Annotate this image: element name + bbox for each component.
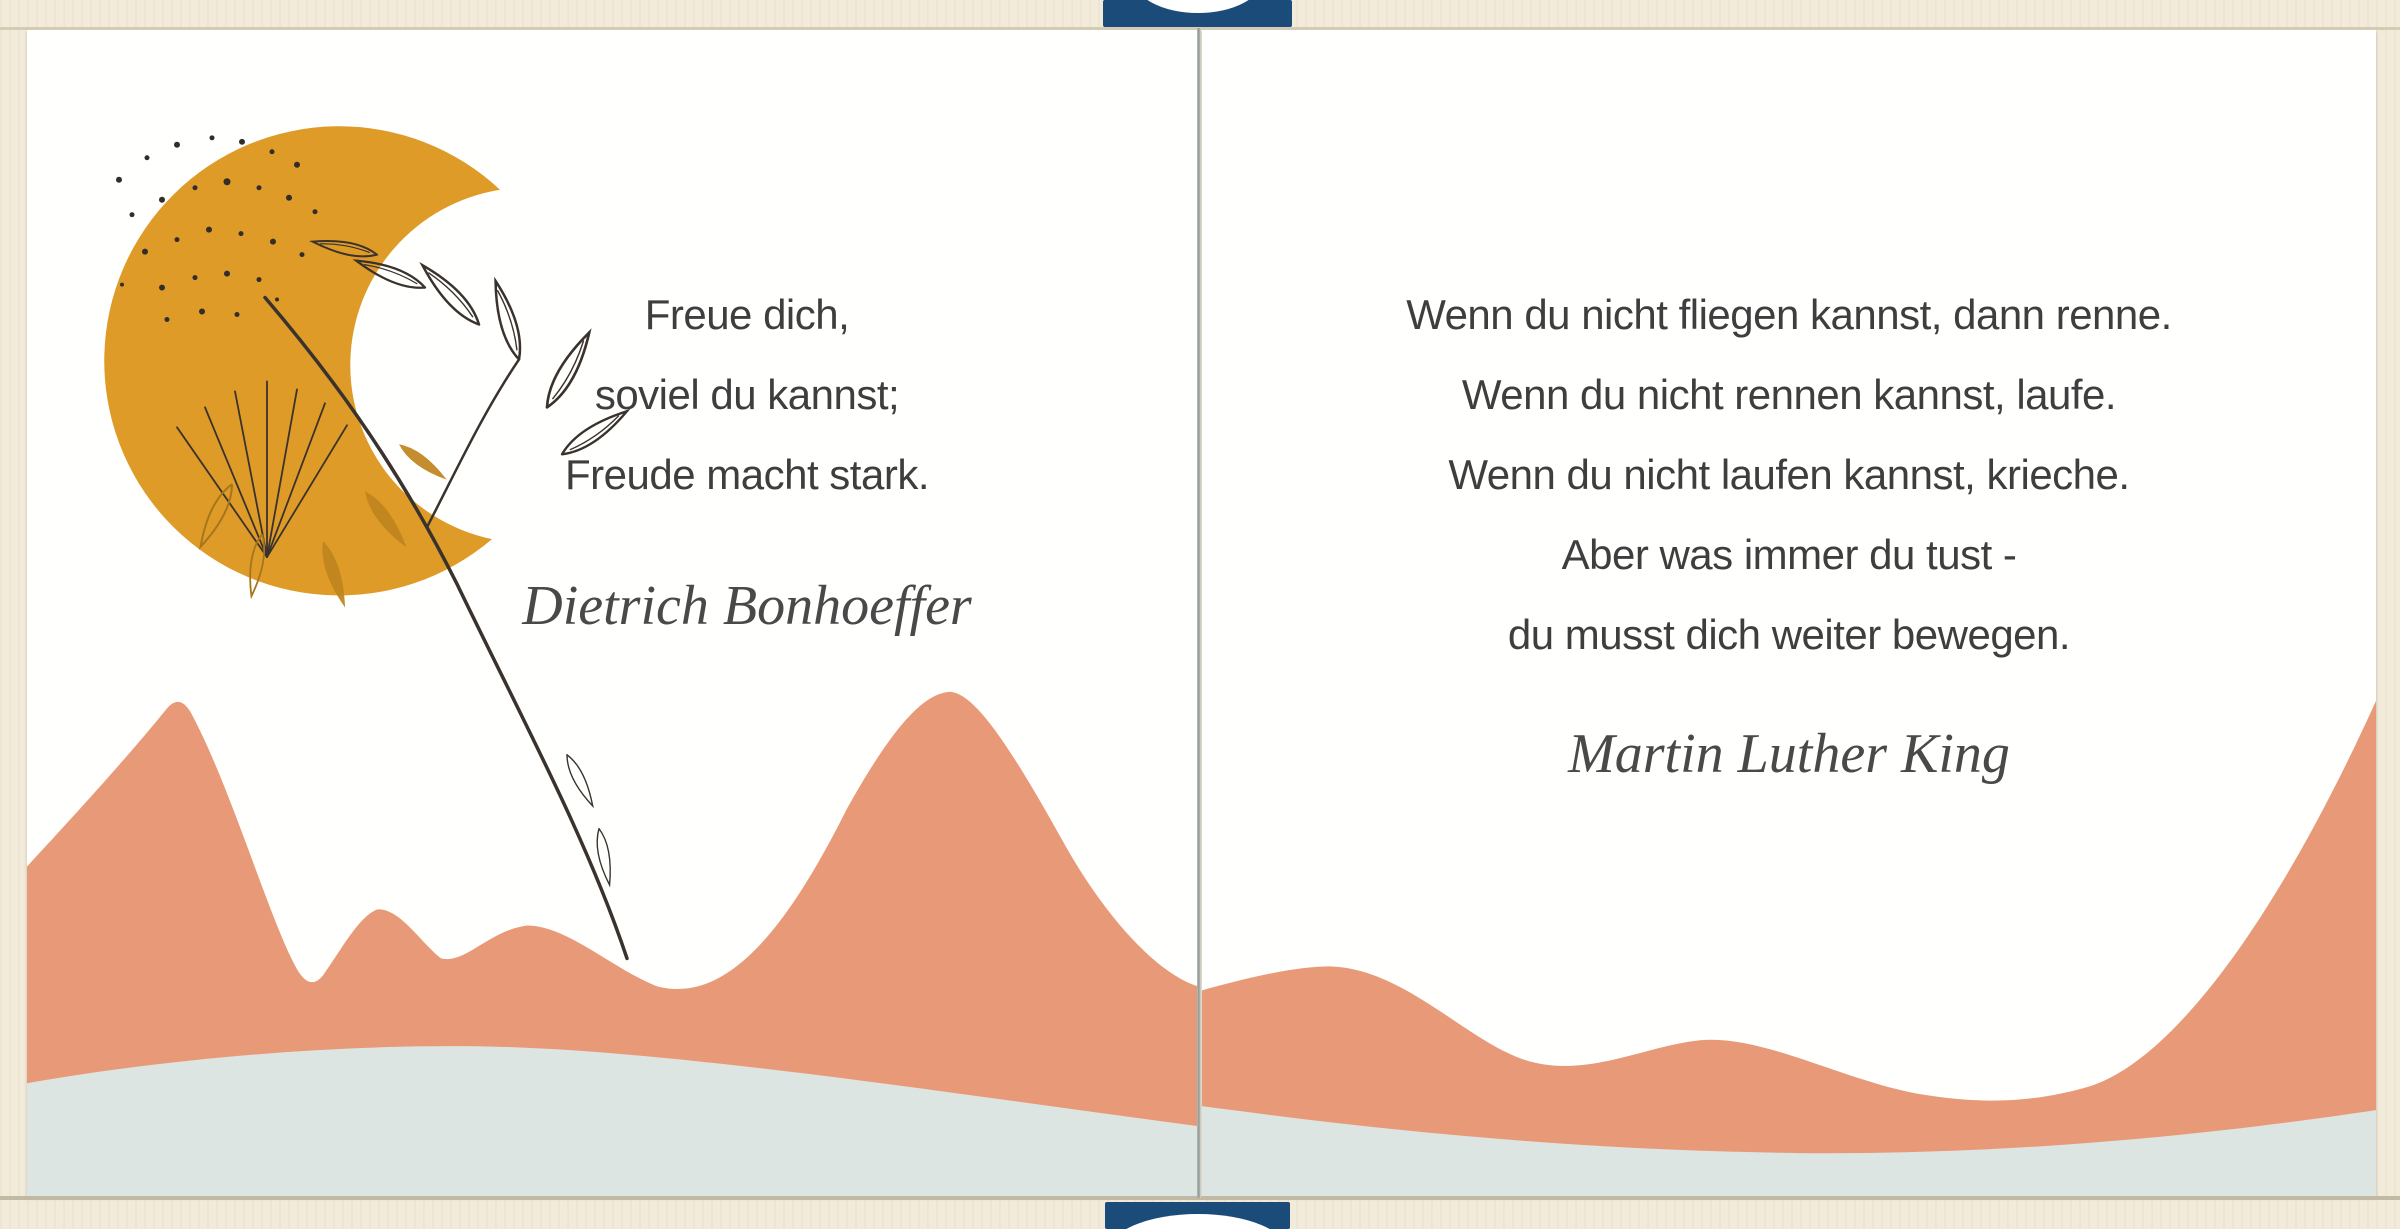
mountain-silhouette-right: [1202, 700, 2376, 1196]
crescent-moon-icon: [104, 126, 501, 596]
page-right: Wenn du nicht fliegen kannst, dann renne…: [1202, 30, 2376, 1196]
quote-line: Freue dich,: [644, 291, 850, 338]
page-left-artwork: [27, 126, 1198, 1196]
author-signature-left: Dietrich Bonhoeffer: [522, 575, 972, 637]
quote-line: soviel du kannst;: [594, 371, 900, 418]
quote-left: Freue dich, soviel du kannst; Freude mac…: [367, 275, 1127, 515]
author-signature-right: Martin Luther King: [1568, 723, 2010, 785]
binding-hole-bottom: [1107, 1214, 1288, 1229]
center-spine-line: [1197, 28, 1201, 1198]
binding-hole-top: [1132, 0, 1263, 13]
quote-line: du musst dich weiter bewegen.: [1507, 611, 2071, 658]
quote-line: Wenn du nicht rennen kannst, laufe.: [1461, 371, 2117, 418]
page-bottom-edge-shadow: [0, 1196, 2400, 1200]
binding-tab-top: [1103, 0, 1292, 27]
page-right-artwork: [1202, 700, 2376, 1196]
wave-band-right: [1202, 1106, 2376, 1196]
wave-band-left: [27, 1046, 1198, 1196]
golden-leaves-icon: [199, 444, 447, 608]
seed-dots-icon: [116, 135, 318, 322]
quote-right: Wenn du nicht fliegen kannst, dann renne…: [1202, 275, 2376, 675]
quote-line: Wenn du nicht fliegen kannst, dann renne…: [1406, 291, 2172, 338]
quote-line: Wenn du nicht laufen kannst, krieche.: [1448, 451, 2130, 498]
quote-line: Freude macht stark.: [565, 451, 929, 498]
quote-line: Aber was immer du tust -: [1561, 531, 2017, 578]
binding-tab-bottom: [1105, 1202, 1290, 1229]
page-left: Freue dich, soviel du kannst; Freude mac…: [27, 30, 1198, 1196]
